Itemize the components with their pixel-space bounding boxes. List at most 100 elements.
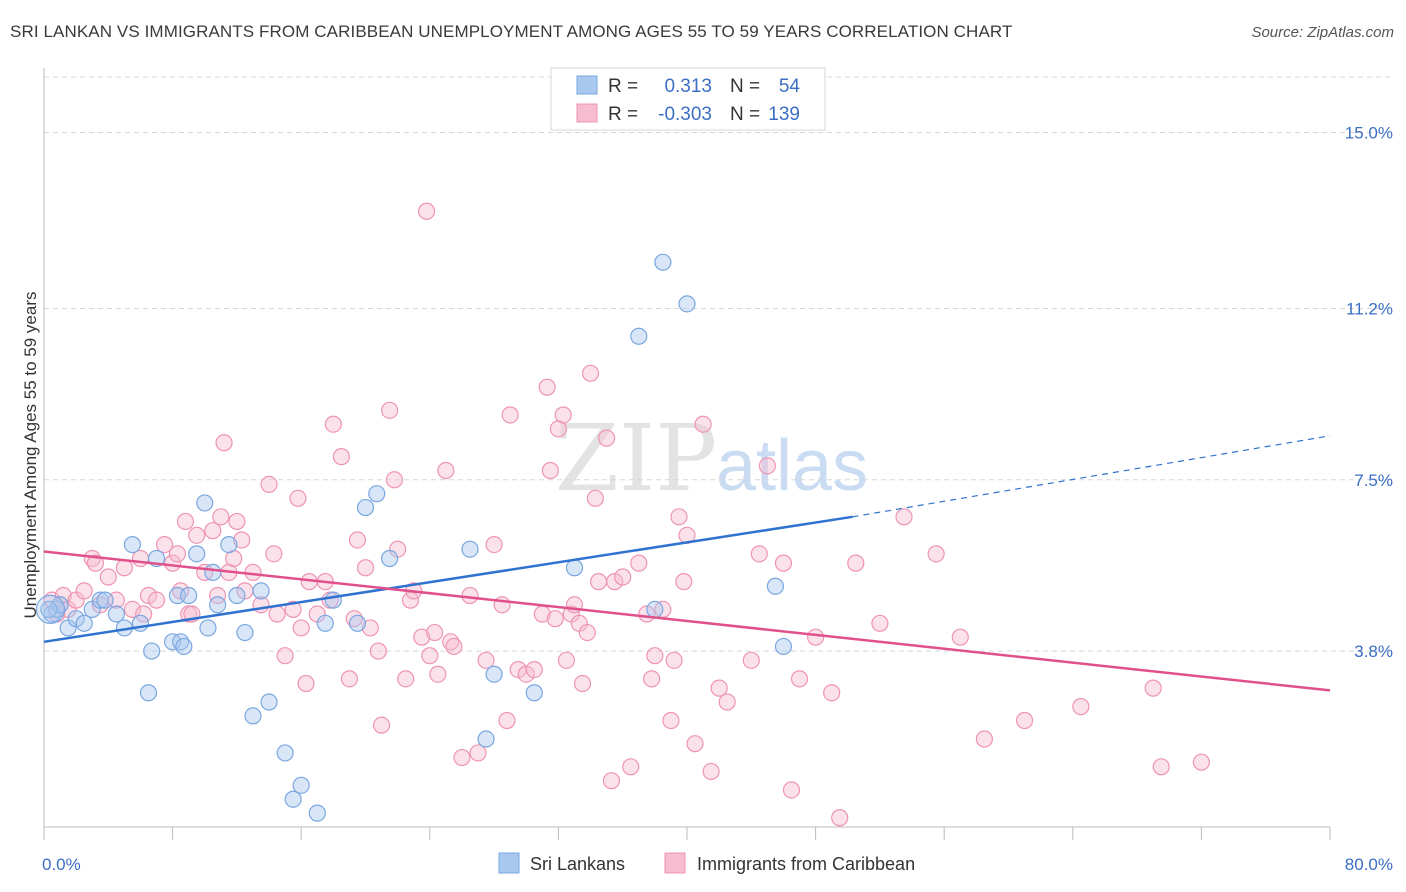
x-tick-label-min: 0.0% [42,855,81,874]
caribbean-point-59 [385,471,404,489]
caribbean-point-123 [790,670,809,688]
caribbean-point-33 [233,531,251,549]
caribbean-point-43 [292,619,310,637]
bottom-legend-swatch-caribbean [664,852,686,874]
srilankans-point-43 [477,730,495,748]
watermark-zip: ZIP [555,405,717,512]
srilankans-point-35 [308,804,326,822]
caribbean-point-7 [86,554,105,572]
bottom-legend-swatch-srilankans [498,852,520,874]
caribbean-point-89 [557,651,576,669]
caribbean-point-70 [442,633,460,651]
caribbean-point-79 [501,406,519,424]
caribbean-point-132 [975,730,993,748]
caribbean-point-57 [372,716,391,734]
caribbean-point-120 [758,457,776,475]
caribbean-point-9 [99,568,117,586]
caribbean-point-105 [643,670,661,688]
srilankans-point-36 [316,614,334,632]
caribbean-point-121 [774,554,793,572]
caribbean-point-116 [710,679,728,697]
caribbean-point-26 [204,522,222,540]
caribbean-point-124 [806,628,825,646]
bottom-legend-label-caribbean: Immigrants from Caribbean [697,854,915,874]
caribbean-point-103 [630,554,648,572]
series-srilankans-points [35,253,793,822]
caribbean-point-93 [573,674,592,693]
srilankans-point-20 [180,586,198,605]
srilankans-point-18 [175,637,193,656]
caribbean-point-29 [215,434,233,452]
caribbean-point-135 [1144,679,1162,697]
caribbean-point-81 [517,665,535,683]
srilankans-cluster-point [35,594,66,625]
caribbean-point-119 [750,545,768,563]
caribbean-point-52 [345,610,363,628]
srilankans-point-45 [525,684,543,702]
caribbean-point-88 [554,406,572,424]
caribbean-point-109 [665,651,683,669]
srilankans-point-23 [199,619,217,637]
legend-r-label-pink: R = [608,104,638,125]
y-tick-label-3: 15.0% [1345,124,1393,143]
caribbean-point-75 [477,651,495,669]
caribbean-point-131 [951,628,969,646]
watermark-atlas: atlas [716,426,868,506]
caribbean-trend-line [43,550,1331,692]
caribbean-point-136 [1152,758,1170,776]
caribbean-point-13 [131,549,150,568]
legend-swatch-blue [576,75,598,95]
legend-n-label-pink: N = [730,104,760,125]
caribbean-point-85 [541,461,559,480]
srilankans-point-27 [228,586,246,605]
caribbean-point-49 [324,415,342,433]
caribbean-point-16 [147,591,166,609]
caribbean-point-96 [586,489,604,507]
caribbean-point-129 [895,508,913,526]
srilankans-point-49 [654,253,672,271]
caribbean-point-99 [602,772,621,790]
correlation-legend: R = 0.313 N = 54 R = -0.303 N = 139 [550,67,826,131]
caribbean-point-65 [417,202,436,220]
caribbean-point-128 [871,614,889,632]
caribbean-point-69 [437,461,455,480]
srilankans-point-40 [368,485,386,503]
caribbean-point-133 [1015,711,1034,730]
srilankans-point-17 [172,633,190,651]
caribbean-point-38 [265,545,283,563]
caribbean-point-12 [123,600,142,619]
srilankans-point-48 [646,600,664,619]
srilankans-trend-extension [852,435,1331,518]
caribbean-point-5 [75,582,93,600]
caribbean-point-86 [546,610,564,628]
caribbean-point-130 [927,545,945,563]
caribbean-point-56 [369,642,387,660]
y-tick-label-0: 3.8% [1354,642,1393,661]
caribbean-point-72 [453,748,471,767]
srilankans-point-44 [485,665,503,683]
caribbean-point-51 [340,670,359,688]
srilankans-point-14 [143,642,161,660]
legend-r-value-pink: -0.303 [658,104,712,125]
caribbean-point-19 [168,545,187,563]
caribbean-point-74 [469,744,487,762]
caribbean-point-101 [614,568,632,586]
srilankans-trend-line [43,515,853,644]
caribbean-point-27 [209,586,227,605]
watermark: ZIP atlas [555,405,868,512]
srilankans-point-47 [630,327,648,345]
caribbean-point-55 [361,619,379,637]
srilankans-point-42 [461,540,479,558]
srilankans-point-37 [324,591,342,609]
caribbean-point-68 [429,665,447,683]
srilankans-point-4 [67,610,85,628]
caribbean-point-111 [675,573,693,591]
srilankans-point-41 [381,549,399,568]
caribbean-point-41 [284,600,302,619]
caribbean-point-37 [260,475,278,494]
srilankans-point-5 [75,614,93,632]
srilankans-point-30 [252,582,270,600]
caribbean-point-100 [606,573,624,591]
caribbean-point-11 [115,559,133,577]
caribbean-point-134 [1072,698,1090,716]
